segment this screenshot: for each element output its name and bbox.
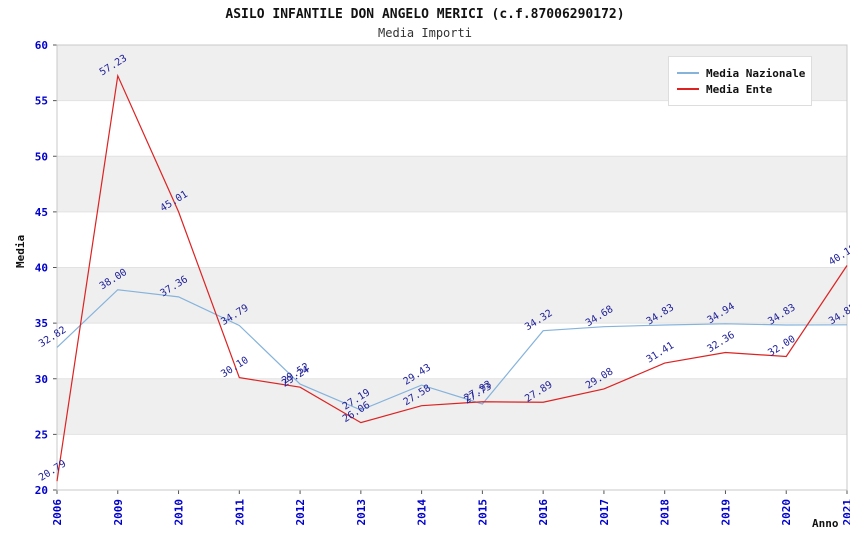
y-tick-label: 40 — [35, 262, 48, 275]
y-tick-label: 30 — [35, 373, 48, 386]
x-tick-label: 2017 — [598, 499, 611, 526]
series-line-media-nazionale — [56, 289, 848, 411]
series-line-media-ente — [56, 73, 848, 482]
legend-label-media-nazionale: Media Nazionale — [706, 66, 806, 80]
plot-band — [57, 323, 847, 379]
media-nazionale-line-swatch — [677, 72, 699, 74]
x-axis-title: Anno — [812, 517, 839, 530]
y-tick-label: 60 — [35, 39, 48, 52]
media-ente-line-swatch — [677, 88, 699, 90]
legend-label-media-ente: Media Ente — [706, 82, 773, 96]
x-tick-label: 2019 — [719, 499, 732, 526]
y-tick-label: 35 — [35, 317, 48, 330]
legend-item-media-nazionale: Media Nazionale — [677, 65, 806, 81]
x-tick-label: 2015 — [476, 499, 489, 526]
legend: Media Nazionale Media Ente — [668, 56, 812, 106]
plot-band — [57, 211, 847, 268]
x-tick-label: 2014 — [416, 499, 429, 526]
plot-band — [57, 378, 847, 435]
chart-title: ASILO INFANTILE DON ANGELO MERICI (c.f.8… — [225, 7, 625, 22]
plot-band — [57, 434, 847, 490]
plot-band — [57, 100, 847, 157]
x-tick-label: 2018 — [659, 499, 672, 526]
x-tick-label: 2006 — [51, 499, 64, 526]
y-tick-label: 50 — [35, 150, 48, 163]
plot-border — [56, 44, 848, 491]
y-tick-label: 20 — [35, 484, 48, 497]
x-tick-label: 2020 — [780, 499, 793, 526]
y-axis-title: Media — [14, 234, 27, 268]
y-tick-label: 25 — [35, 428, 48, 441]
x-tick-label: 2011 — [233, 499, 246, 526]
chart-subtitle: Media Importi — [378, 26, 472, 40]
x-tick-label: 2010 — [173, 499, 186, 526]
x-tick-label: 2012 — [294, 499, 307, 526]
x-tick-label: 2016 — [537, 499, 550, 526]
y-tick-label: 55 — [35, 95, 48, 108]
x-tick-label: 2009 — [112, 499, 125, 526]
plot-band — [57, 267, 847, 324]
y-tick-label: 45 — [35, 206, 48, 219]
plot-band — [57, 156, 847, 212]
legend-item-media-ente: Media Ente — [677, 81, 803, 97]
x-tick-label: 2021 — [841, 499, 850, 526]
x-tick-label: 2013 — [355, 499, 368, 526]
